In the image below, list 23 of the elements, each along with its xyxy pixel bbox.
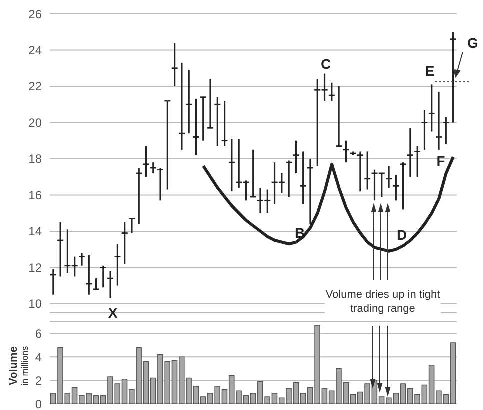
y-tick-label: 16 — [28, 188, 42, 202]
y-tick-label: 20 — [28, 116, 42, 130]
candlestick — [256, 187, 264, 214]
annotation: C — [320, 56, 332, 72]
annotation: F — [436, 153, 446, 169]
annotation: X — [108, 305, 118, 321]
y-tick-label: 14 — [28, 224, 42, 239]
line-series — [202, 156, 455, 253]
annotation: D — [396, 227, 408, 243]
text: G — [468, 35, 479, 51]
y-tick-label: 26 — [28, 7, 42, 22]
y-tick-label: 18 — [28, 152, 42, 166]
y-tick-label: 0 — [35, 397, 42, 410]
y-tick-label: 12 — [28, 260, 42, 275]
y-tick-label: 6 — [35, 326, 42, 341]
y-tick-label: 22 — [28, 80, 42, 94]
y-tick-label: 2 — [35, 374, 42, 388]
annotation: E — [425, 63, 435, 79]
y-axis-title: Volume in millions — [8, 346, 30, 386]
y-tick-label: 4 — [35, 350, 42, 364]
y-tick-label: 10 — [28, 297, 42, 312]
y-tick-label: 24 — [28, 44, 42, 58]
annotation: Volume dries up in tight trading range — [325, 288, 441, 316]
